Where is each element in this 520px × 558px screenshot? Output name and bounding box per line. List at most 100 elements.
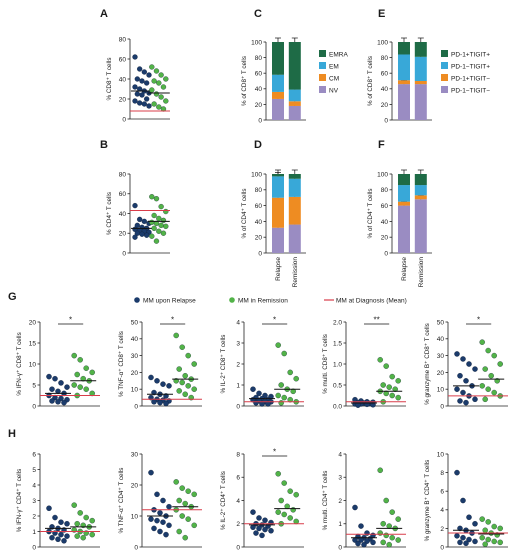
panel-g5-remission-point-3 xyxy=(497,361,503,367)
panel-letter-e: E xyxy=(378,8,385,20)
panel-d-ytick-label-3: 60 xyxy=(255,203,263,210)
panel-h3-remission-point-4 xyxy=(278,497,284,504)
panel-h2-remission-point-8 xyxy=(179,513,185,519)
panel-h3-ylabel: % IL-2⁺ CD4⁺ T cells xyxy=(220,471,227,530)
panel-h4-remission-point-11 xyxy=(380,539,386,546)
panel-h2-relapse-point-2 xyxy=(160,497,166,504)
panel-g3-remission-point-2 xyxy=(287,369,293,376)
panel-h4-remission-point-3 xyxy=(395,516,401,522)
panel-g2-relapse-point-3 xyxy=(166,383,172,389)
panel-h5-remission-point-10 xyxy=(497,539,503,546)
panel-f-ytick-label-0: 0 xyxy=(384,250,388,257)
panel-h1-relapse-point-13 xyxy=(61,538,67,544)
panel-letter-d: D xyxy=(254,139,262,151)
panel-d-ytick-label-4: 80 xyxy=(255,187,263,194)
panel-h1-remission-point-11 xyxy=(74,533,80,539)
panel-c-ytick-label-4: 80 xyxy=(255,55,263,62)
panel-d-ytick-label-2: 40 xyxy=(255,219,263,226)
panel-d-bar-1-3 xyxy=(288,174,301,179)
panel-letter-f: F xyxy=(378,139,385,151)
panel-h1-remission-point-4 xyxy=(74,521,80,527)
panel-g2-ytick-label-1: 10 xyxy=(131,387,139,394)
panel-c-legend-swatch-3 xyxy=(319,86,326,93)
panel-g2-relapse-point-1 xyxy=(154,378,160,384)
panel-a-relapse-point-7 xyxy=(132,84,138,90)
panel-g2-ylabel: % TNF-α⁺ CD8⁺ T cells xyxy=(118,331,125,397)
panel-h2-ytick-label-2: 20 xyxy=(131,482,139,489)
panel-h5-ytick-label-4: 8 xyxy=(440,470,444,477)
panel-h3-ytick-label-3: 6 xyxy=(236,475,240,482)
panel-d-ytick-label-0: 0 xyxy=(258,250,262,257)
panel-a-ylabel: % CD8⁺ T cells xyxy=(106,58,113,101)
panel-b-relapse-point-2 xyxy=(141,218,147,225)
panel-letter-a: A xyxy=(100,8,108,20)
panel-h3-ytick-label-0: 0 xyxy=(236,544,240,551)
panel-g2-remission-point-1 xyxy=(179,344,185,350)
panel-h2-remission-point-1 xyxy=(179,485,185,491)
panel-e-bar-0-0 xyxy=(398,84,410,120)
panel-h5-remission-point-3 xyxy=(497,525,503,532)
panel-g3-ytick-label-1: 1 xyxy=(236,382,240,389)
panel-g1-remission-point-5 xyxy=(80,375,86,382)
panel-c-legend-swatch-0 xyxy=(319,50,326,57)
panel-h3-relapse-point-8 xyxy=(256,525,262,532)
panel-h2-remission-point-11 xyxy=(176,528,182,535)
panel-a-relapse-point-1 xyxy=(137,66,143,72)
panel-d-ylabel: % of CD4⁺ T cells xyxy=(241,189,248,239)
panel-e-legend-label-2: PD-1+TIGIT− xyxy=(451,75,490,82)
panel-g5-relapse-point-10 xyxy=(472,396,478,403)
panel-h1-ytick-label-3: 3 xyxy=(32,498,36,505)
panel-d-bar-0-2 xyxy=(272,176,284,198)
panel-h4-ylabel: % multi. CD4⁺ T cells xyxy=(322,471,329,531)
panel-g1-ytick-label-1: 5 xyxy=(32,382,36,389)
panel-d-xtick-label-0: Relapse xyxy=(275,257,282,281)
panel-h1-relapse-point-10 xyxy=(64,533,70,539)
panel-h2-ytick-label-1: 10 xyxy=(131,513,139,520)
panel-h5-relapse-point-4 xyxy=(457,525,463,532)
panel-g3-sig-label: * xyxy=(273,316,276,325)
panel-h2-relapse-point-11 xyxy=(151,525,157,532)
panel-h4-remission-point-4 xyxy=(380,521,386,527)
panel-h4-remission-point-7 xyxy=(377,530,383,536)
panel-g2-remission-point-8 xyxy=(179,379,185,386)
panel-h4-ytick-label-0: 0 xyxy=(338,544,342,551)
panel-g2-remission-point-2 xyxy=(185,352,191,359)
panel-h2-remission-point-3 xyxy=(191,491,197,498)
panel-h2-relapse-point-12 xyxy=(157,528,163,535)
panel-h3-remission-point-3 xyxy=(293,491,299,498)
panel-c-ytick-label-0: 0 xyxy=(258,117,262,124)
panel-f-bar-0-1 xyxy=(398,201,410,206)
panel-h3-sig-label: * xyxy=(273,448,276,457)
panel-b-ytick-label-4: 80 xyxy=(119,171,127,178)
panel-h3-remission-point-6 xyxy=(290,507,296,513)
panel-h1-remission-point-12 xyxy=(80,534,86,541)
panel-h2-relapse-point-7 xyxy=(148,516,154,522)
panel-g2-relapse-point-0 xyxy=(148,374,154,381)
panel-g5-relapse-point-5 xyxy=(463,378,469,384)
panel-h4-remission-point-0 xyxy=(377,467,383,474)
panel-b-remission-point-9 xyxy=(158,222,164,229)
panel-c-ytick-label-2: 40 xyxy=(255,86,263,93)
panel-h1-remission-point-2 xyxy=(83,514,89,521)
panel-g4-ytick-label-1: 0.5 xyxy=(333,382,342,389)
panel-a-remission-point-3 xyxy=(163,76,169,82)
panel-h3-remission-point-8 xyxy=(281,511,287,518)
panel-a-relapse-point-11 xyxy=(134,91,140,97)
panel-e-legend-label-1: PD-1−TIGIT+ xyxy=(451,63,490,70)
panel-b-relapse-point-13 xyxy=(144,232,150,238)
panel-g1-remission-point-1 xyxy=(77,357,83,363)
panel-f-ytick-label-1: 20 xyxy=(381,235,389,242)
panel-g4-remission-point-0 xyxy=(377,357,383,363)
panel-a-remission-point-4 xyxy=(151,78,157,84)
panel-h4-relapse-point-12 xyxy=(361,541,367,548)
panel-a-remission-point-7 xyxy=(149,87,155,93)
panel-f-bar-0-2 xyxy=(398,185,410,202)
panel-g5-remission-point-4 xyxy=(482,366,488,372)
panel-g5-relapse-point-4 xyxy=(457,373,463,379)
panel-a-ytick-label-1: 20 xyxy=(119,96,127,103)
panel-b-relapse-point-1 xyxy=(137,216,143,223)
panel-h4-relapse-point-11 xyxy=(355,540,361,547)
panel-h2-remission-point-4 xyxy=(176,497,182,504)
panel-b-remission-point-7 xyxy=(149,219,155,226)
